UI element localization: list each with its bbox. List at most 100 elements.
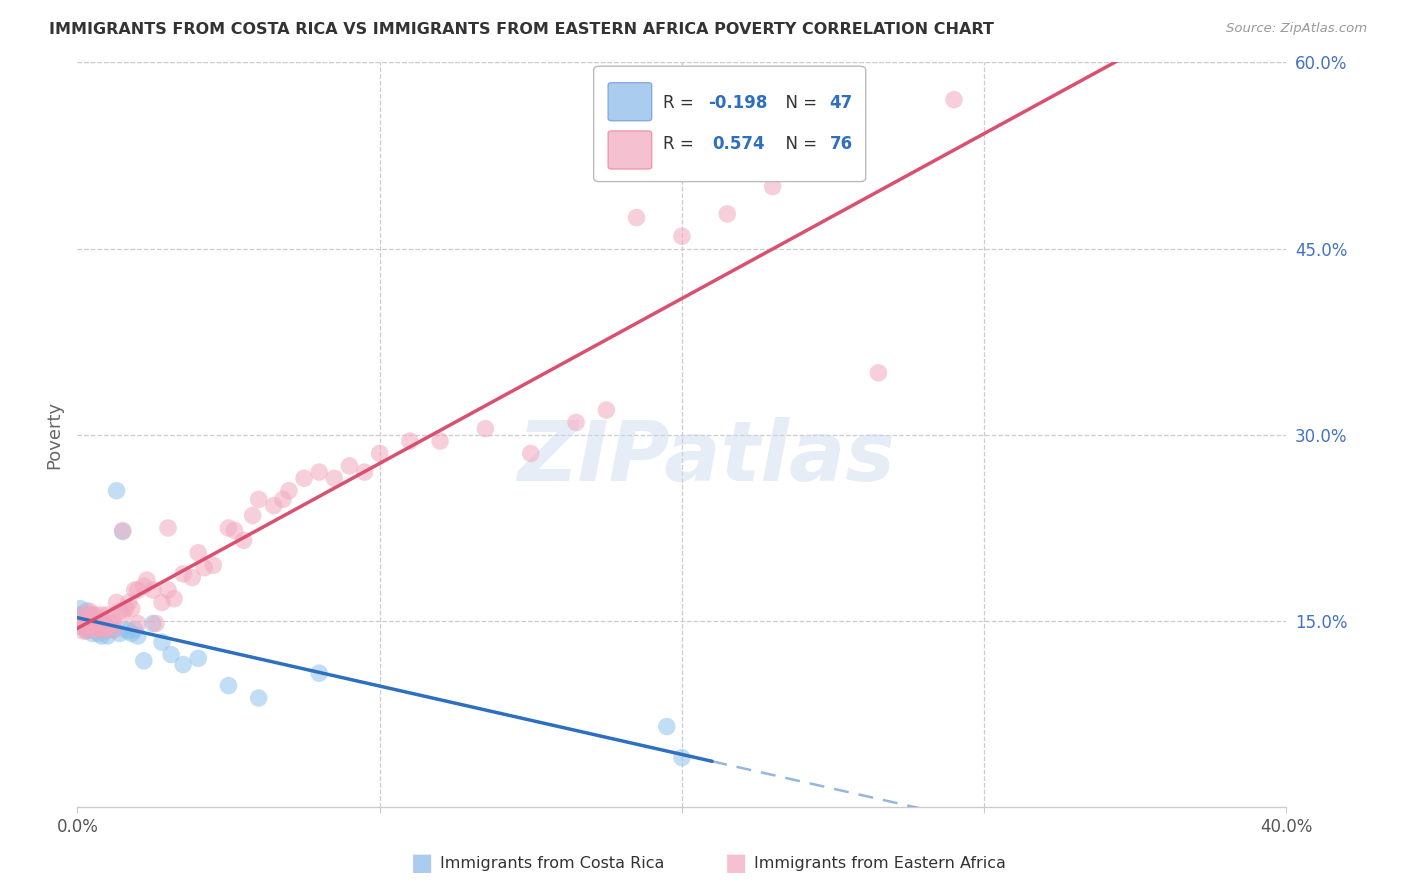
Point	[278, 483, 301, 498]
Point	[118, 595, 141, 609]
Point	[96, 620, 118, 634]
Point	[942, 93, 965, 107]
Text: -0.198: -0.198	[709, 95, 768, 112]
Point	[72, 607, 94, 622]
Point	[232, 533, 254, 548]
Text: ZIPatlas: ZIPatlas	[517, 417, 896, 498]
Point	[868, 366, 890, 380]
Point	[181, 571, 204, 585]
Point	[103, 614, 125, 628]
Point	[69, 607, 91, 622]
Point	[127, 582, 149, 597]
Point	[84, 607, 107, 622]
Point	[69, 616, 91, 631]
Point	[87, 616, 110, 631]
Point	[108, 626, 131, 640]
Point	[337, 458, 360, 473]
Point	[142, 616, 165, 631]
Point	[82, 619, 104, 633]
Point	[121, 601, 143, 615]
Point	[84, 623, 107, 637]
Point	[193, 560, 215, 574]
Point	[72, 614, 94, 628]
Text: 0.574: 0.574	[713, 136, 765, 153]
Point	[75, 616, 97, 631]
Point	[150, 635, 173, 649]
Text: R =: R =	[662, 136, 704, 153]
Text: 76: 76	[830, 136, 852, 153]
Point	[69, 607, 91, 622]
Text: Immigrants from Costa Rica: Immigrants from Costa Rica	[440, 855, 665, 871]
Point	[368, 446, 391, 460]
Point	[79, 623, 101, 637]
Point	[75, 623, 97, 637]
Point	[79, 604, 101, 618]
Point	[118, 624, 141, 638]
Text: R =: R =	[662, 95, 699, 112]
Point	[163, 591, 186, 606]
Point	[263, 499, 285, 513]
Point	[242, 508, 264, 523]
Point	[142, 582, 165, 597]
Point	[132, 579, 155, 593]
Point	[100, 623, 122, 637]
Point	[121, 626, 143, 640]
Text: ■: ■	[411, 851, 433, 875]
Point	[105, 595, 128, 609]
Point	[90, 620, 112, 634]
Point	[127, 629, 149, 643]
Point	[90, 607, 112, 622]
Text: 47: 47	[830, 95, 852, 112]
Point	[247, 492, 270, 507]
Point	[157, 521, 180, 535]
Point	[520, 446, 543, 460]
Point	[716, 207, 738, 221]
Point	[72, 624, 94, 638]
Point	[96, 607, 118, 622]
Point	[308, 465, 330, 479]
Point	[79, 614, 101, 628]
Point	[75, 624, 97, 638]
Point	[75, 607, 97, 622]
Point	[93, 616, 115, 631]
Point	[172, 657, 194, 672]
Point	[79, 607, 101, 622]
Text: Immigrants from Eastern Africa: Immigrants from Eastern Africa	[755, 855, 1007, 871]
Point	[111, 524, 134, 539]
Point	[145, 616, 167, 631]
Point	[202, 558, 225, 573]
Point	[100, 616, 122, 631]
Point	[75, 614, 97, 628]
Point	[271, 492, 294, 507]
Point	[72, 614, 94, 628]
FancyBboxPatch shape	[609, 131, 652, 169]
Point	[474, 422, 496, 436]
Point	[79, 620, 101, 634]
Point	[82, 607, 104, 622]
Point	[82, 623, 104, 637]
Point	[82, 626, 104, 640]
Point	[93, 624, 115, 638]
Point	[135, 573, 157, 587]
FancyBboxPatch shape	[609, 83, 652, 120]
Point	[114, 601, 136, 615]
Point	[72, 616, 94, 631]
Point	[69, 616, 91, 631]
Point	[90, 620, 112, 634]
Point	[103, 623, 125, 637]
Text: Source: ZipAtlas.com: Source: ZipAtlas.com	[1226, 22, 1367, 36]
Point	[595, 403, 617, 417]
Point	[124, 582, 146, 597]
Point	[671, 229, 693, 244]
Point	[114, 623, 136, 637]
Point	[292, 471, 315, 485]
Point	[224, 524, 246, 538]
Text: IMMIGRANTS FROM COSTA RICA VS IMMIGRANTS FROM EASTERN AFRICA POVERTY CORRELATION: IMMIGRANTS FROM COSTA RICA VS IMMIGRANTS…	[49, 22, 994, 37]
Point	[82, 611, 104, 625]
Point	[96, 620, 118, 634]
Point	[160, 648, 183, 662]
Point	[399, 434, 422, 448]
Point	[132, 654, 155, 668]
Point	[82, 614, 104, 628]
Point	[105, 483, 128, 498]
